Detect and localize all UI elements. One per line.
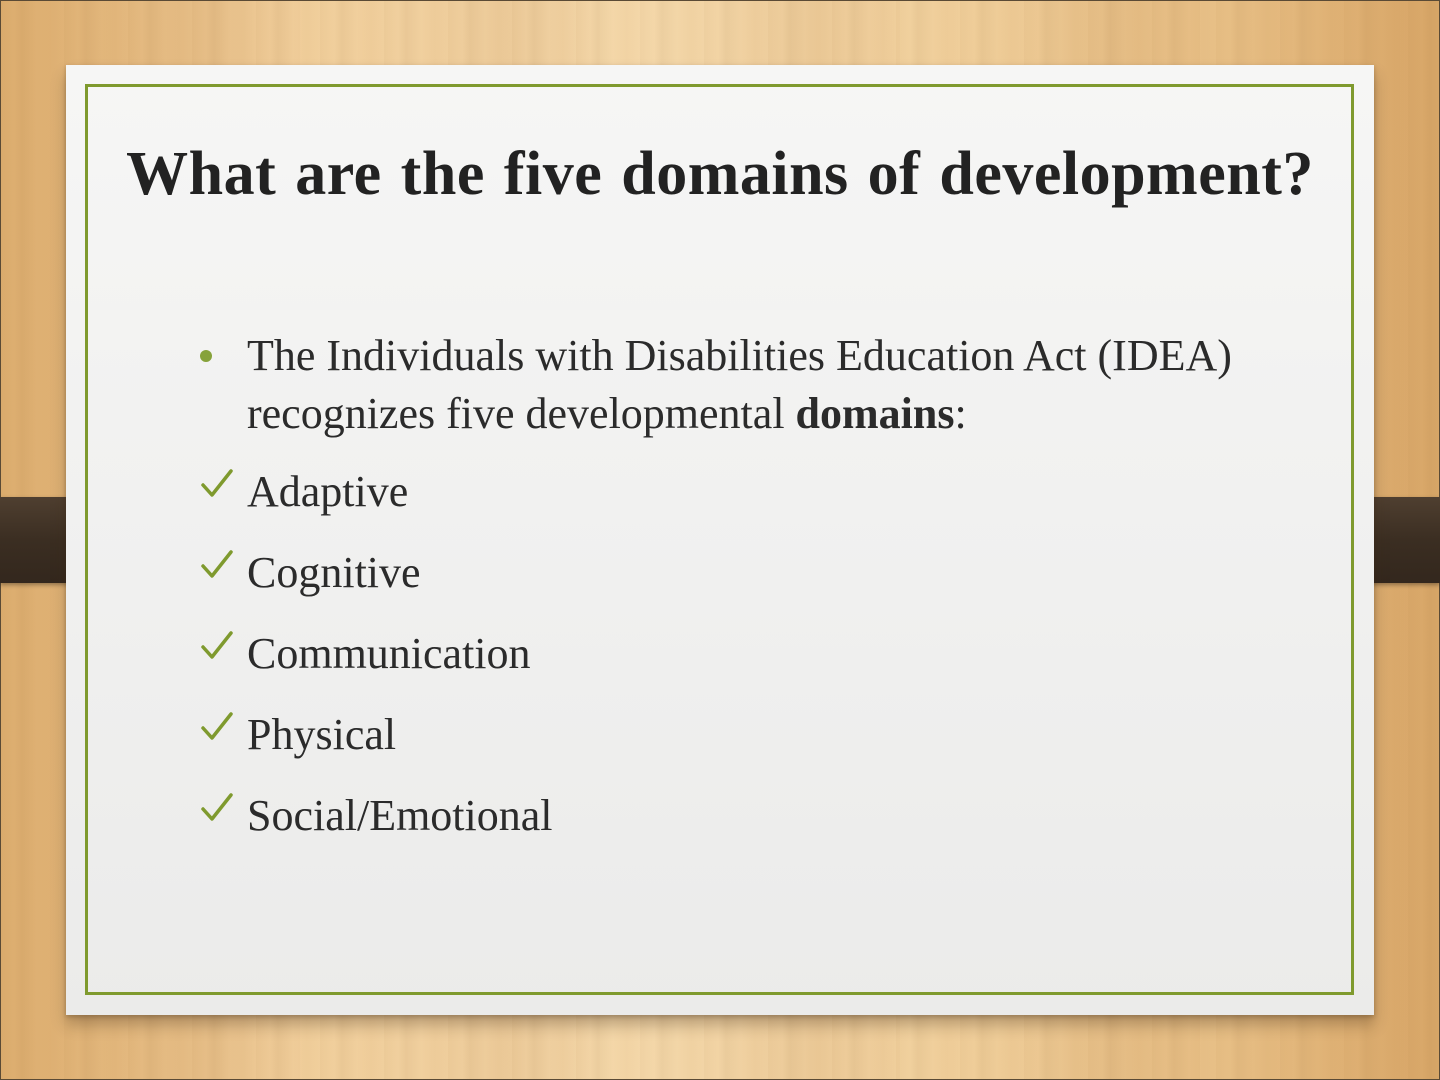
slide-title: What are the five domains of development… — [126, 140, 1314, 208]
domain-list-item: Cognitive — [200, 544, 1260, 602]
domain-label: Communication — [247, 629, 531, 678]
domain-list-item: Communication — [200, 625, 1260, 683]
intro-bullet: The Individuals with Disabilities Educat… — [200, 327, 1260, 443]
domain-label: Adaptive — [247, 467, 409, 516]
intro-text: The Individuals with Disabilities Educat… — [247, 331, 1232, 438]
intro-suffix: : — [954, 389, 967, 438]
slide-card: What are the five domains of development… — [66, 65, 1374, 1015]
domain-list-item: Social/Emotional — [200, 787, 1260, 845]
checkmark-icon — [201, 550, 233, 578]
domain-label: Social/Emotional — [247, 791, 553, 840]
checkmark-icon — [201, 469, 233, 497]
domain-list-item: Physical — [200, 706, 1260, 764]
bullet-dot-icon — [200, 350, 212, 362]
domain-list-item: Adaptive — [200, 463, 1260, 521]
checkmark-icon — [201, 712, 233, 740]
domain-label: Cognitive — [247, 548, 421, 597]
intro-emphasis: domains — [795, 389, 955, 438]
intro-prefix: The Individuals with Disabilities Educat… — [247, 331, 1232, 438]
slide-content: The Individuals with Disabilities Educat… — [200, 327, 1260, 868]
card-inner-border — [85, 84, 1354, 995]
domain-label: Physical — [247, 710, 397, 759]
checkmark-icon — [201, 631, 233, 659]
checkmark-icon — [201, 793, 233, 821]
domain-list: Adaptive Cognitive Communication Physica… — [200, 463, 1260, 845]
